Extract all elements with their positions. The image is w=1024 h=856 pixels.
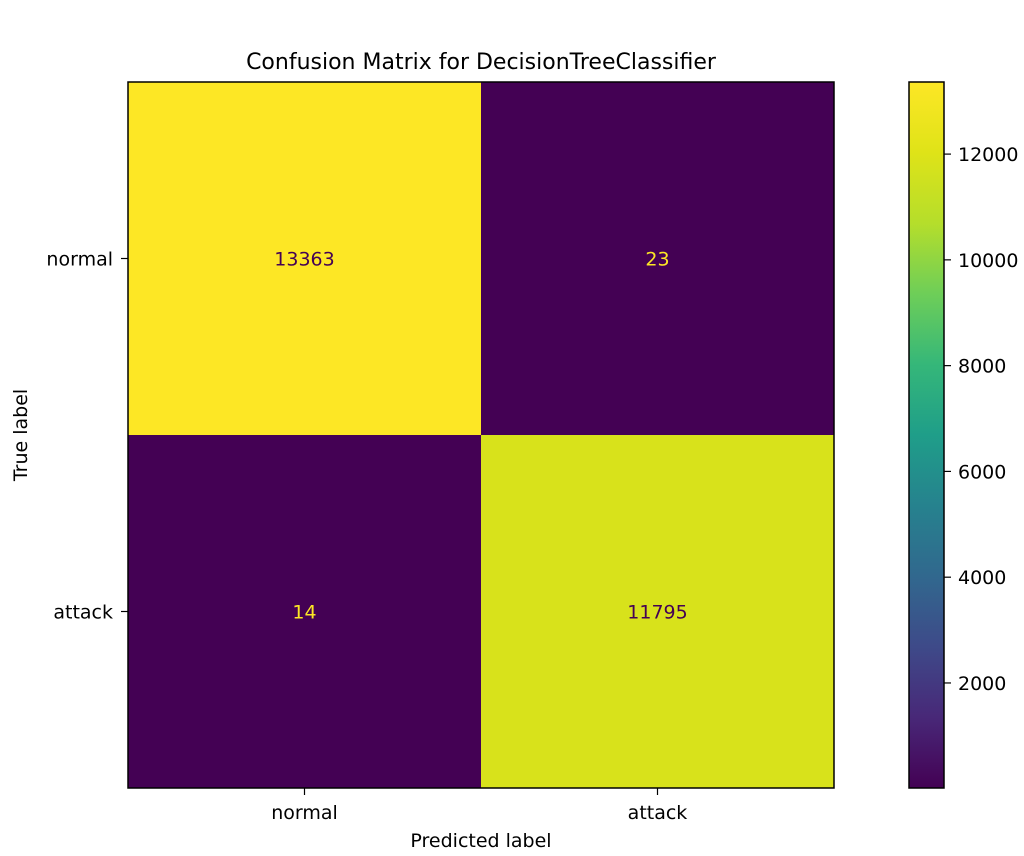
colorbar-tick-label: 12000: [958, 144, 1018, 166]
cell-value-label: 23: [645, 249, 669, 271]
matrix-cells: [128, 82, 834, 788]
cell-value-label: 13363: [274, 249, 334, 271]
y-tick-label: normal: [46, 249, 113, 271]
colorbar: [908, 81, 945, 789]
x-tick-label: attack: [628, 802, 688, 824]
cell-value-label: 11795: [627, 602, 687, 624]
matrix-cell: [128, 435, 481, 788]
x-tick-label: normal: [271, 802, 338, 824]
y-tick-label: attack: [53, 602, 113, 624]
colorbar-tick-label: 2000: [958, 673, 1006, 695]
colorbar-tick-label: 8000: [958, 356, 1006, 378]
x-axis-label: Predicted label: [410, 830, 551, 852]
colorbar-tick-label: 6000: [958, 461, 1006, 483]
matrix-cell-labels: 13363 23 14 11795: [274, 249, 687, 624]
cell-value-label: 14: [292, 602, 316, 624]
colorbar-ticks: 2000 4000 6000 8000 10000 12000: [944, 144, 1018, 695]
colorbar-tick-label: 10000: [958, 250, 1018, 272]
y-axis-label: True label: [10, 389, 32, 482]
x-axis-ticks: normal attack: [271, 788, 687, 824]
matrix-cell: [481, 82, 834, 435]
matrix-cell: [481, 435, 834, 788]
y-axis-ticks: normal attack: [46, 249, 128, 624]
plot-frame: [127, 81, 835, 789]
colorbar-tick-label: 4000: [958, 567, 1006, 589]
chart-title: Confusion Matrix for DecisionTreeClassif…: [246, 50, 717, 75]
matrix-cell: [128, 82, 481, 435]
